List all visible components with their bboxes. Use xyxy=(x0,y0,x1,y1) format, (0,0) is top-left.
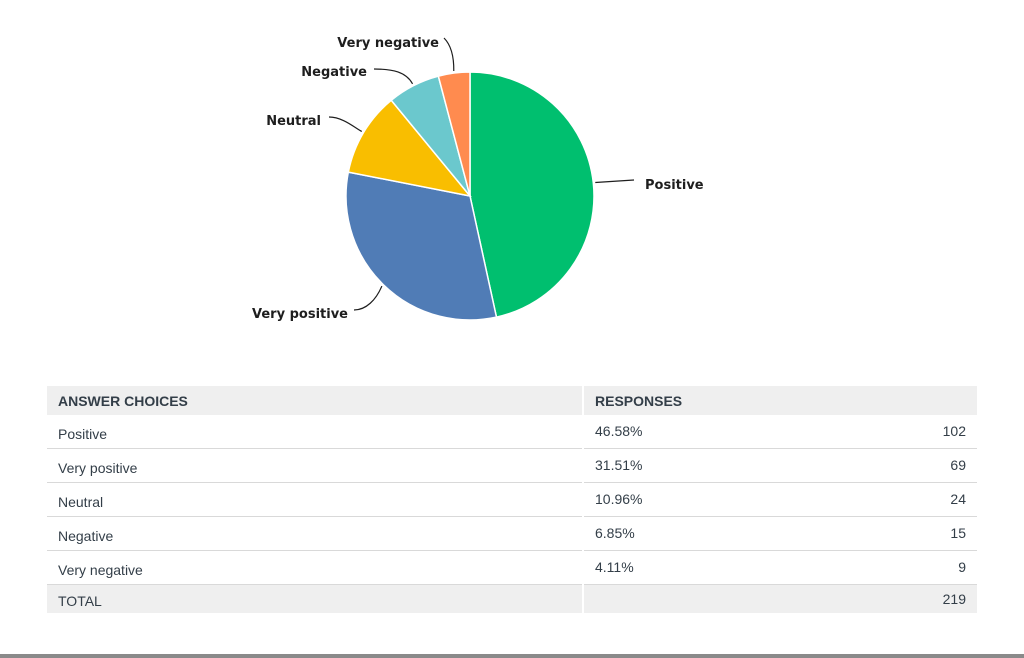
table-row: Neutral 10.96% 24 xyxy=(47,482,979,517)
table-total-row: TOTAL 219 xyxy=(47,584,979,613)
table-row: Very positive 31.51% 69 xyxy=(47,448,979,483)
slice-label: Negative xyxy=(301,65,367,80)
slice-label: Positive xyxy=(645,178,704,193)
response-count: 102 xyxy=(942,423,966,439)
choice-label: Negative xyxy=(58,527,114,544)
choice-label: Very negative xyxy=(58,561,143,578)
slice-label: Very negative xyxy=(337,36,439,51)
leader-line xyxy=(595,179,635,184)
table-row: Negative 6.85% 15 xyxy=(47,516,979,551)
slice-label: Very positive xyxy=(252,307,348,322)
total-count: 219 xyxy=(942,591,966,607)
response-percent: 46.58% xyxy=(595,423,643,439)
table-row: Very negative 4.11% 9 xyxy=(47,550,979,585)
response-count: 15 xyxy=(950,525,966,541)
leader-line xyxy=(353,285,383,311)
total-label: TOTAL xyxy=(58,593,102,609)
pie-slice-very-positive xyxy=(345,171,498,321)
leader-line xyxy=(328,116,363,132)
choice-label: Very positive xyxy=(58,459,138,476)
leader-line xyxy=(443,37,455,72)
response-count: 9 xyxy=(958,559,966,575)
pie-chart-svg: Positive Very positive Neutral Negative Very… xyxy=(252,36,704,322)
header-responses: RESPONSES xyxy=(583,386,979,415)
response-count: 69 xyxy=(950,457,966,473)
pie-slice-positive xyxy=(469,71,595,319)
choice-label: Positive xyxy=(58,425,108,442)
slice-label: Neutral xyxy=(266,114,321,129)
pie-chart: Positive Very positive Neutral Negative Very… xyxy=(252,36,704,322)
response-percent: 31.51% xyxy=(595,457,643,473)
response-percent: 4.11% xyxy=(595,559,634,575)
pie-slice-very-negative xyxy=(437,71,471,197)
table-row: Positive 46.58% 102 xyxy=(47,415,979,449)
bottom-divider xyxy=(0,654,1024,658)
table-header-row: ANSWER CHOICES RESPONSES xyxy=(47,386,979,415)
pie-slice-neutral xyxy=(347,99,472,198)
header-answer-choices: ANSWER CHOICES xyxy=(47,386,584,415)
response-percent: 10.96% xyxy=(595,491,643,507)
leader-line xyxy=(373,68,414,85)
choice-label: Neutral xyxy=(58,493,104,510)
response-percent: 6.85% xyxy=(595,525,635,541)
results-table: ANSWER CHOICES RESPONSES Positive 46.58%… xyxy=(47,386,979,613)
response-count: 24 xyxy=(950,491,966,507)
